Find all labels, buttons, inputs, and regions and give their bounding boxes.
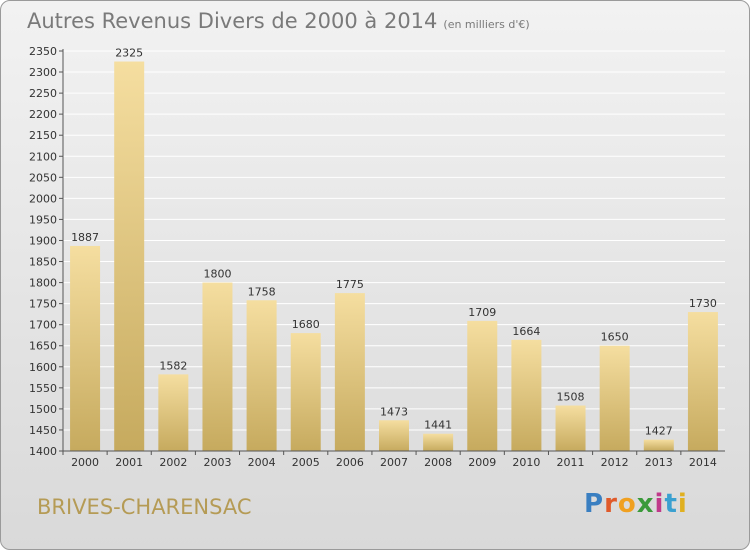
y-tick-label: 1500: [29, 403, 57, 416]
x-tick-label-2002: 2002: [159, 456, 187, 469]
bar-2001[interactable]: [114, 61, 145, 452]
bar-2000[interactable]: [70, 245, 101, 451]
proxiti-logo[interactable]: Proxiti: [584, 489, 688, 519]
data-label-2012: 1650: [601, 331, 629, 344]
x-tick-label-2013: 2013: [645, 456, 673, 469]
x-tick-label-2003: 2003: [203, 456, 231, 469]
y-tick-label: 2300: [29, 66, 57, 79]
data-label-2006: 1775: [336, 278, 364, 291]
y-tick-label: 2000: [29, 192, 57, 205]
x-tick-label-2000: 2000: [71, 456, 99, 469]
x-tick-label-2012: 2012: [601, 456, 629, 469]
logo-letter: x: [636, 489, 655, 519]
bar-2007[interactable]: [379, 420, 409, 451]
x-tick-label-2007: 2007: [380, 456, 408, 469]
y-tick-label: 1450: [29, 424, 57, 437]
x-tick-label-2010: 2010: [512, 456, 540, 469]
logo-letter: r: [604, 489, 618, 519]
y-tick-label: 1900: [29, 234, 57, 247]
data-label-2008: 1441: [424, 419, 452, 432]
y-tick-label: 1800: [29, 277, 57, 290]
data-label-2011: 1508: [557, 391, 585, 404]
data-label-2013: 1427: [645, 425, 673, 438]
bar-2002[interactable]: [158, 374, 189, 451]
bar-2004[interactable]: [246, 300, 277, 451]
data-label-2001: 2325: [115, 47, 143, 60]
bar-2006[interactable]: [334, 293, 365, 451]
x-tick-label-2009: 2009: [468, 456, 496, 469]
y-tick-label: 2100: [29, 150, 57, 163]
y-tick-label: 2350: [29, 45, 57, 58]
bar-2009[interactable]: [467, 320, 498, 451]
chart-title: Autres Revenus Divers de 2000 à 2014 (en …: [27, 9, 530, 33]
data-label-2003: 1800: [203, 268, 231, 281]
y-tick-label: 2250: [29, 87, 57, 100]
y-tick-label: 1550: [29, 382, 57, 395]
data-label-2010: 1664: [512, 325, 540, 338]
y-tick-label: 1950: [29, 213, 57, 226]
bar-2008[interactable]: [423, 433, 454, 451]
x-tick-label-2004: 2004: [248, 456, 276, 469]
y-tick-label: 2200: [29, 108, 57, 121]
logo-letter: o: [617, 489, 637, 519]
data-label-2007: 1473: [380, 405, 408, 418]
bar-2013[interactable]: [643, 439, 674, 451]
chart-subtitle: (en milliers d'€): [443, 18, 530, 31]
data-label-2004: 1758: [248, 285, 276, 298]
bar-2014[interactable]: [687, 312, 718, 451]
x-tick-label-2001: 2001: [115, 456, 143, 469]
logo-letter: i: [677, 489, 688, 519]
logo-letter: t: [664, 489, 678, 519]
y-tick-label: 2150: [29, 129, 57, 142]
chart-title-text: Autres Revenus Divers de 2000 à 2014: [27, 9, 438, 33]
x-tick-label-2008: 2008: [424, 456, 452, 469]
logo-letter: P: [584, 489, 605, 519]
bar-2012[interactable]: [599, 345, 630, 451]
y-tick-label: 1650: [29, 340, 57, 353]
y-tick-label: 1600: [29, 361, 57, 374]
y-tick-label: 1850: [29, 256, 57, 269]
bar-2010[interactable]: [511, 339, 542, 451]
y-tick-label: 1700: [29, 319, 57, 332]
x-tick-label-2011: 2011: [557, 456, 585, 469]
x-tick-label-2006: 2006: [336, 456, 364, 469]
bar-2003[interactable]: [202, 282, 233, 451]
bar-2011[interactable]: [555, 405, 586, 451]
data-label-2014: 1730: [689, 297, 717, 310]
x-tick-label-2014: 2014: [689, 456, 717, 469]
y-tick-label: 1400: [29, 445, 57, 458]
x-tick-label-2005: 2005: [292, 456, 320, 469]
y-tick-label: 1750: [29, 298, 57, 311]
data-label-2002: 1582: [159, 359, 187, 372]
city-name: BRIVES-CHARENSAC: [37, 495, 252, 519]
data-label-2009: 1709: [468, 306, 496, 319]
logo-letter: i: [654, 489, 665, 519]
data-label-2005: 1680: [292, 318, 320, 331]
data-label-2000: 1887: [71, 231, 99, 244]
bar-2005[interactable]: [290, 333, 321, 451]
y-tick-label: 2050: [29, 171, 57, 184]
